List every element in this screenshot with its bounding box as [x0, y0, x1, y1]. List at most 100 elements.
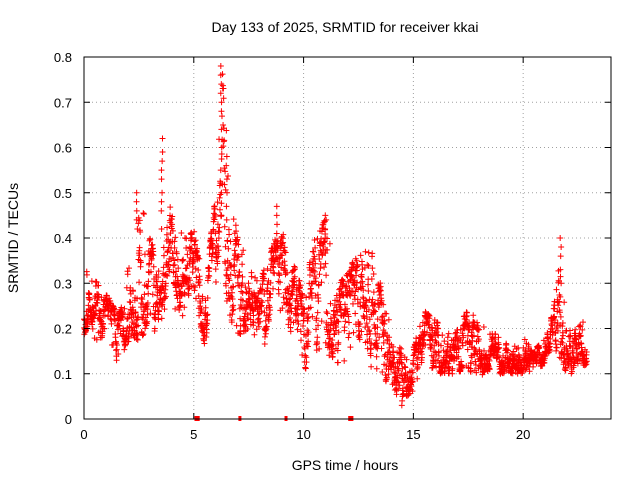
data-point — [495, 349, 502, 356]
data-point — [347, 344, 354, 351]
data-point — [95, 282, 102, 289]
data-point — [158, 198, 165, 205]
data-point — [577, 333, 584, 340]
data-point — [309, 313, 316, 320]
data-point — [390, 348, 397, 355]
data-point — [255, 315, 262, 322]
data-point — [302, 365, 309, 372]
data-point — [322, 212, 329, 219]
data-point — [267, 307, 274, 314]
data-point — [311, 268, 318, 275]
data-point — [335, 318, 342, 325]
data-point — [318, 235, 325, 242]
data-point — [244, 325, 251, 332]
data-point — [185, 281, 192, 288]
data-point — [217, 90, 224, 97]
data-point — [113, 357, 120, 364]
data-point — [278, 240, 285, 247]
data-point — [422, 341, 429, 348]
data-point — [133, 198, 140, 205]
data-point — [192, 284, 199, 291]
data-point — [291, 273, 298, 280]
data-point — [261, 333, 268, 340]
data-point — [418, 348, 425, 355]
data-point — [188, 229, 195, 236]
data-point — [322, 260, 329, 267]
data-point — [198, 308, 205, 315]
data-point — [227, 271, 234, 278]
data-point — [234, 254, 241, 261]
data-point — [211, 205, 218, 212]
data-point — [364, 261, 371, 268]
data-point — [235, 253, 242, 260]
data-point — [556, 354, 563, 361]
data-point — [312, 244, 319, 251]
data-point — [250, 312, 257, 319]
data-point — [286, 283, 293, 290]
data-point — [336, 306, 343, 313]
data-point — [472, 358, 479, 365]
data-point — [194, 245, 201, 252]
data-point — [282, 289, 289, 296]
data-point — [276, 272, 283, 279]
data-point — [470, 332, 477, 339]
data-point — [273, 212, 280, 219]
data-point — [322, 235, 329, 241]
data-point — [372, 308, 379, 315]
data-point — [381, 317, 388, 324]
data-point — [181, 291, 188, 298]
data-point — [276, 260, 283, 267]
data-point — [409, 388, 416, 395]
data-point — [283, 286, 290, 293]
data-point — [267, 279, 274, 286]
data-point — [522, 348, 529, 355]
data-point — [557, 293, 564, 300]
data-point — [204, 317, 211, 324]
data-point — [91, 311, 98, 318]
data-point — [304, 343, 311, 350]
data-point — [561, 299, 568, 306]
data-point — [218, 81, 225, 88]
data-point — [314, 309, 321, 316]
data-point — [149, 241, 156, 248]
data-point — [378, 295, 385, 302]
data-point — [295, 312, 302, 319]
data-point — [366, 335, 373, 342]
data-point — [445, 330, 452, 337]
data-point — [255, 323, 262, 330]
data-point — [574, 345, 581, 352]
data-point — [298, 337, 305, 344]
data-point — [229, 307, 236, 314]
data-point — [172, 305, 179, 312]
data-point — [261, 275, 268, 282]
data-point — [158, 167, 165, 174]
data-point — [259, 299, 266, 306]
data-point — [557, 273, 564, 280]
x-tick-label: 15 — [406, 427, 420, 442]
data-point — [556, 298, 563, 305]
data-point — [335, 339, 342, 346]
data-point — [569, 338, 576, 345]
data-point — [330, 342, 337, 349]
data-point — [195, 266, 202, 273]
data-point — [195, 255, 201, 262]
data-point — [111, 305, 118, 312]
data-point — [444, 334, 451, 341]
data-point — [155, 268, 162, 275]
data-point — [276, 279, 283, 286]
data-point — [89, 325, 96, 332]
data-point — [408, 383, 415, 390]
data-point — [88, 278, 95, 285]
data-point — [130, 313, 137, 320]
data-point — [300, 312, 307, 319]
data-point — [460, 334, 467, 341]
data-point — [232, 250, 239, 257]
data-point — [218, 99, 225, 106]
data-point — [235, 241, 242, 248]
data-point — [319, 251, 326, 258]
data-point — [313, 315, 320, 322]
data-point — [172, 234, 179, 241]
data-point — [320, 239, 327, 246]
data-point — [552, 316, 559, 323]
data-point — [218, 189, 225, 196]
